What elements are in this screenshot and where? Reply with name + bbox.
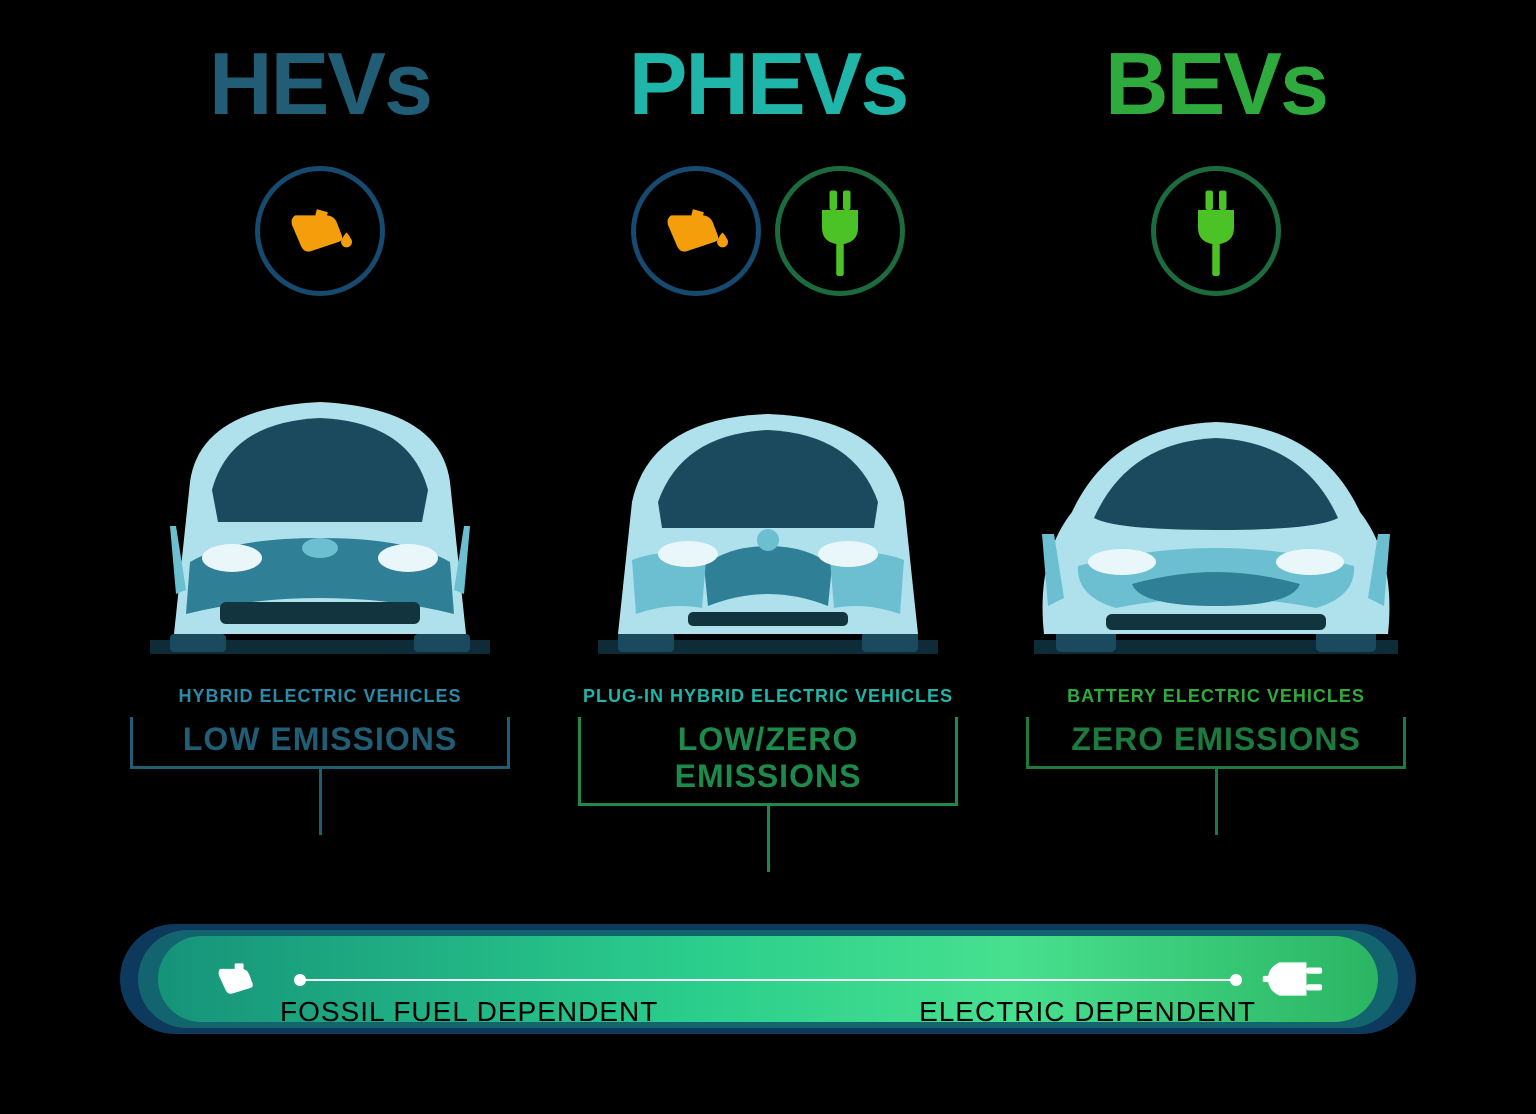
- fuel-pump-icon: [210, 951, 266, 1007]
- icons-hev: [255, 156, 385, 306]
- plug-icon: [775, 166, 905, 296]
- fuel-pump-svg: [281, 192, 359, 270]
- subtitle-phev: PLUG-IN HYBRID ELECTRIC VEHICLES: [583, 686, 953, 707]
- connector-phev: [767, 806, 770, 872]
- emission-box-hev: LOW EMISSIONS: [130, 717, 510, 769]
- bar-left-label: FOSSIL FUEL DEPENDENT: [280, 996, 658, 1028]
- title-bev: BEVs: [1105, 40, 1327, 128]
- bar-left: [210, 951, 266, 1007]
- car-hev: [120, 342, 520, 662]
- column-hev: HEVs: [120, 40, 520, 872]
- emission-hev: LOW EMISSIONS: [133, 721, 507, 758]
- infographic-stage: HEVs: [120, 40, 1416, 1074]
- car-bev: [1016, 342, 1416, 662]
- icons-bev: [1151, 156, 1281, 306]
- title-phev: PHEVs: [629, 40, 908, 128]
- connector-hev: [319, 769, 322, 835]
- column-phev: PHEVs: [568, 40, 968, 872]
- plug-horizontal-icon: [1262, 953, 1326, 1005]
- subtitle-hev: HYBRID ELECTRIC VEHICLES: [178, 686, 461, 707]
- connector-bev: [1215, 769, 1218, 835]
- emission-box-phev: LOW/ZERO EMISSIONS: [578, 717, 958, 806]
- bar-right-label: ELECTRIC DEPENDENT: [919, 996, 1256, 1028]
- spectrum-bar: FOSSIL FUEL DEPENDENT ELECTRIC DEPENDENT: [120, 924, 1416, 1034]
- column-bev: BEVs: [1016, 40, 1416, 872]
- vehicle-columns: HEVs: [120, 40, 1416, 872]
- title-hev: HEVs: [209, 40, 431, 128]
- emission-phev: LOW/ZERO EMISSIONS: [581, 721, 955, 795]
- car-phev: [568, 342, 968, 662]
- plug-icon: [1151, 166, 1281, 296]
- subtitle-bev: BATTERY ELECTRIC VEHICLES: [1067, 686, 1365, 707]
- bar-right: [1262, 953, 1326, 1005]
- fuel-pump-icon: [255, 166, 385, 296]
- emission-box-bev: ZERO EMISSIONS: [1026, 717, 1406, 769]
- fuel-pump-icon: [631, 166, 761, 296]
- icons-phev: [631, 156, 905, 306]
- emission-bev: ZERO EMISSIONS: [1029, 721, 1403, 758]
